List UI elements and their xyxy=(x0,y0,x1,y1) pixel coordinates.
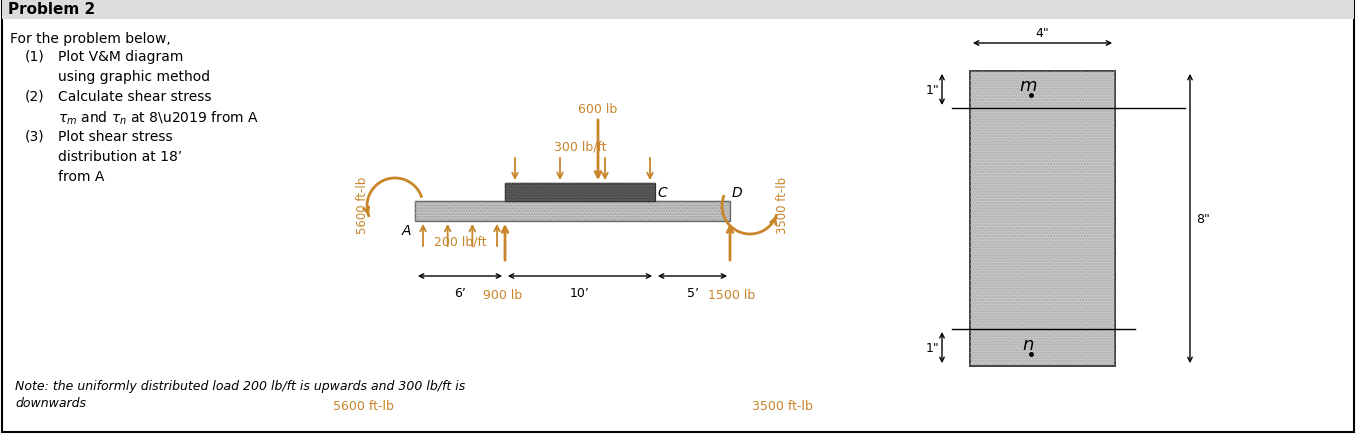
Text: 4": 4" xyxy=(1036,27,1050,40)
Text: Plot V&M diagram: Plot V&M diagram xyxy=(58,50,183,64)
Text: (2): (2) xyxy=(24,90,45,104)
Text: Problem 2: Problem 2 xyxy=(8,3,95,17)
Text: D: D xyxy=(732,186,743,200)
Text: (3): (3) xyxy=(24,130,45,144)
Text: 600 lb: 600 lb xyxy=(579,103,617,116)
Text: (1): (1) xyxy=(24,50,45,64)
Text: from A: from A xyxy=(58,170,104,184)
Bar xyxy=(1,0,1355,20)
Text: 5600 ft-lb: 5600 ft-lb xyxy=(332,399,393,412)
Bar xyxy=(504,184,655,201)
Text: 1500 lb: 1500 lb xyxy=(708,288,755,301)
Text: For the problem below,: For the problem below, xyxy=(9,32,171,46)
Text: 5’: 5’ xyxy=(686,286,698,299)
Text: 1": 1" xyxy=(925,341,938,354)
Text: 200 lb/ft: 200 lb/ft xyxy=(434,236,487,248)
Text: 300 lb/ft: 300 lb/ft xyxy=(553,141,606,154)
Text: 3500 ft-lb: 3500 ft-lb xyxy=(751,399,812,412)
Text: 900 lb: 900 lb xyxy=(483,288,522,301)
Text: 8": 8" xyxy=(1196,213,1210,226)
Text: 10’: 10’ xyxy=(570,286,590,299)
Bar xyxy=(415,201,730,221)
Text: n: n xyxy=(1022,335,1033,353)
Text: $\tau_m$ and $\tau_n$ at 8\u2019 from A: $\tau_m$ and $\tau_n$ at 8\u2019 from A xyxy=(58,110,259,127)
Text: distribution at 18’: distribution at 18’ xyxy=(58,150,182,164)
Text: 3500 ft-lb: 3500 ft-lb xyxy=(776,176,788,233)
Text: A: A xyxy=(401,224,411,237)
Text: 6’: 6’ xyxy=(454,286,466,299)
Text: m: m xyxy=(1020,77,1037,95)
Bar xyxy=(415,201,730,221)
Text: B: B xyxy=(507,186,517,200)
Text: 1": 1" xyxy=(925,84,938,97)
Text: Note: the uniformly distributed load 200 lb/ft is upwards and 300 lb/ft is: Note: the uniformly distributed load 200… xyxy=(15,379,465,392)
Bar xyxy=(970,72,1115,366)
Text: C: C xyxy=(658,186,667,200)
Bar xyxy=(504,184,655,201)
Text: using graphic method: using graphic method xyxy=(58,70,210,84)
Text: Calculate shear stress: Calculate shear stress xyxy=(58,90,212,104)
Text: Plot shear stress: Plot shear stress xyxy=(58,130,172,144)
Text: downwards: downwards xyxy=(15,396,85,409)
Bar xyxy=(970,72,1115,366)
Text: 5600 ft-lb: 5600 ft-lb xyxy=(357,176,369,233)
